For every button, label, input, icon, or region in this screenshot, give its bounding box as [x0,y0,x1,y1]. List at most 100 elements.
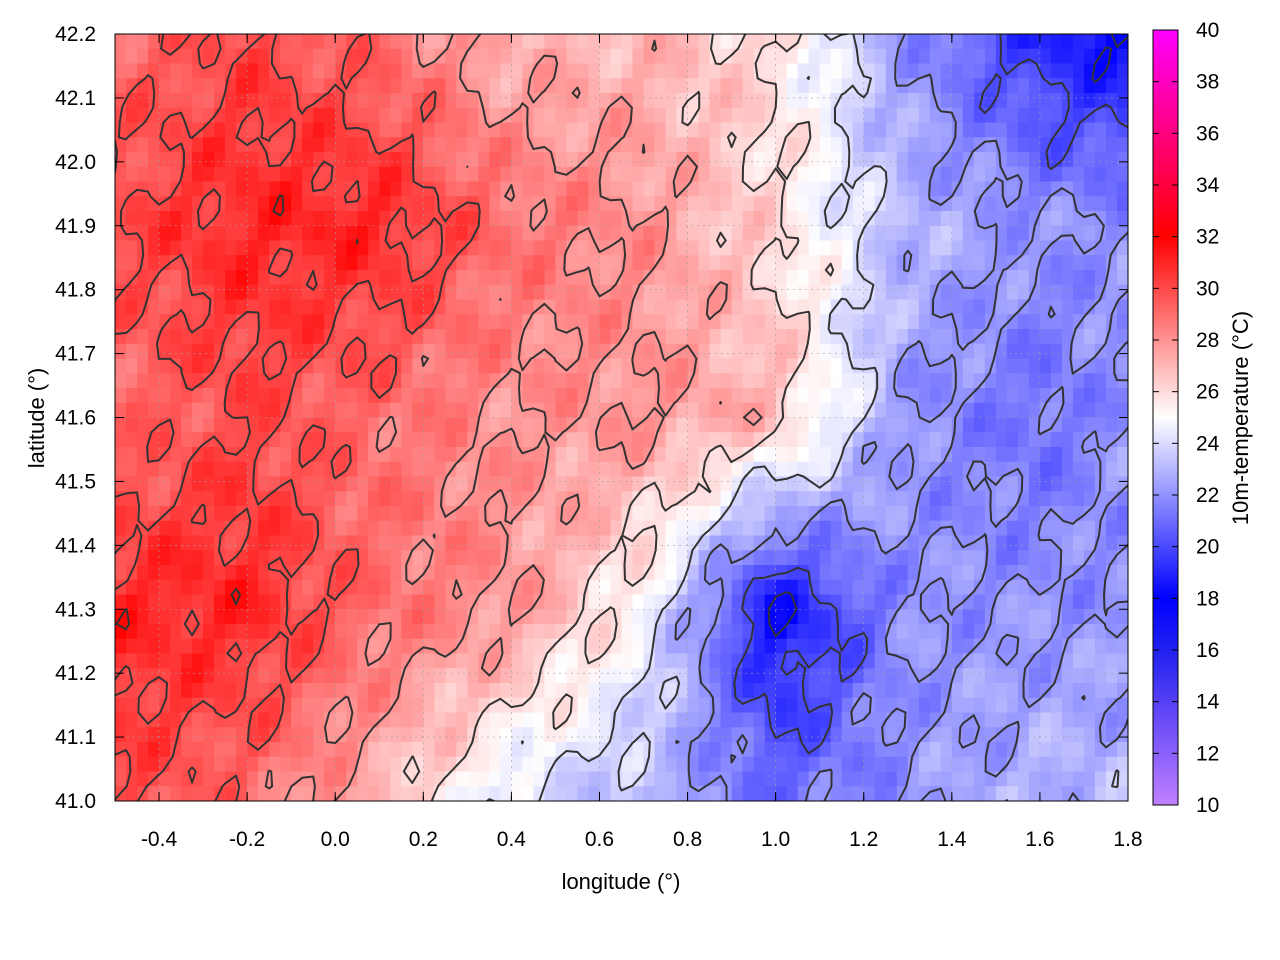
heatmap-cell [434,122,446,138]
heatmap-cell [1094,756,1107,773]
heatmap-cell [467,447,479,463]
heatmap-cell [544,34,557,50]
heatmap-cell [687,550,700,566]
heatmap-cell [313,476,325,492]
heatmap-cell [522,358,535,374]
heatmap-cell [588,402,601,419]
heatmap-cell [1039,107,1052,124]
heatmap-cell [225,786,237,801]
heatmap-cell [929,712,942,728]
heatmap-cell [676,211,689,227]
heatmap-cell [445,284,457,301]
heatmap-cell [555,255,568,271]
heatmap-cell [852,107,865,124]
x-tick-label: 0.2 [409,828,438,851]
heatmap-cell [544,712,557,728]
heatmap-cell [731,535,744,551]
heatmap-cell [236,550,248,566]
heatmap-cell [467,638,479,655]
heatmap-cell [258,181,270,197]
y-axis-label: latitude (°) [24,368,49,469]
heatmap-cell [423,48,435,65]
heatmap-cell [555,697,568,714]
heatmap-cell [324,742,336,758]
heatmap-cell [984,270,997,286]
heatmap-cell [841,358,854,374]
heatmap-cell [808,786,821,801]
heatmap-cell [709,240,722,256]
heatmap-cell [764,579,777,596]
heatmap-cell [434,786,446,801]
heatmap-cell [126,638,138,655]
heatmap-cell [1105,373,1118,389]
heatmap-cell [588,284,601,301]
heatmap-cell [1094,565,1107,581]
heatmap-cell [588,63,601,79]
heatmap-cell [852,550,865,566]
heatmap-cell [236,697,248,714]
heatmap-cell [522,786,535,801]
heatmap-cell [258,653,270,669]
heatmap-cell [929,211,942,227]
heatmap-cell [555,388,568,404]
heatmap-cell [269,786,281,801]
heatmap-cell [170,122,182,138]
heatmap-cell [368,668,380,684]
heatmap-cell [896,697,909,714]
heatmap-cell [291,152,303,168]
heatmap-cell [137,638,149,655]
heatmap-cell [687,476,700,492]
heatmap-cell [302,181,314,197]
heatmap-cell [1105,520,1118,537]
heatmap-cell [126,166,138,183]
heatmap-cell [489,506,501,522]
heatmap-cell [324,402,336,419]
heatmap-cell [269,624,281,640]
heatmap-cell [1116,388,1128,404]
heatmap-cell [863,93,876,109]
heatmap-cell [335,476,347,492]
heatmap-cell [852,93,865,109]
heatmap-cell [819,314,832,330]
heatmap-cell [335,166,347,183]
heatmap-cell [797,388,810,404]
heatmap-cell [1094,594,1107,610]
heatmap-cell [1039,609,1052,625]
heatmap-cell [401,476,413,492]
heatmap-cell [753,756,766,773]
heatmap-cell [764,624,777,640]
heatmap-cell [819,343,832,360]
heatmap-cell [313,152,325,168]
heatmap-cell [489,358,501,374]
heatmap-cell [489,727,501,743]
heatmap-cell [720,579,733,596]
heatmap-cell [1094,373,1107,389]
heatmap-cell [269,93,281,109]
heatmap-cell [962,506,975,522]
heatmap-cell [962,535,975,551]
heatmap-cell [1116,535,1128,551]
heatmap-cell [445,181,457,197]
heatmap-cell [786,152,799,168]
heatmap-cell [665,373,678,389]
heatmap-cell [1083,476,1096,492]
heatmap-cell [940,255,953,271]
heatmap-cell [225,520,237,537]
heatmap-cell [863,166,876,183]
heatmap-cell [1039,771,1052,787]
heatmap-cell [797,358,810,374]
heatmap-cell [1028,388,1041,404]
heatmap-cell [907,668,920,684]
heatmap-cell [885,535,898,551]
heatmap-cell [555,343,568,360]
heatmap-cell [819,122,832,138]
heatmap-cell [610,594,623,610]
heatmap-cell [390,402,402,419]
heatmap-cell [225,240,237,256]
heatmap-cell [236,34,248,50]
heatmap-cell [445,152,457,168]
heatmap-cell [280,565,292,581]
heatmap-cell [984,255,997,271]
heatmap-cell [445,624,457,640]
heatmap-cell [324,93,336,109]
